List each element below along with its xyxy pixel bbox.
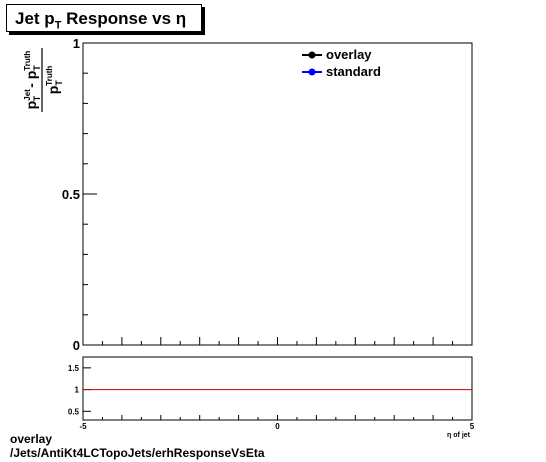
ylabel-den-sub: T	[54, 80, 64, 86]
footer-line-1: overlay	[10, 432, 53, 446]
legend-entry-overlay: overlay	[302, 47, 372, 62]
title-subscript: T	[54, 19, 62, 32]
svg-text:pJetT - pTruthT: pJetT - pTruthT	[23, 51, 42, 110]
footer-line-2: /Jets/AntiKt4LCTopoJets/erhResponseVsEta	[10, 446, 265, 460]
title-prefix: Jet p	[15, 9, 55, 28]
ylabel-p2-sup: Truth	[23, 51, 32, 71]
legend-label-overlay: overlay	[326, 47, 372, 62]
ylabel-p2-sub: T	[32, 65, 42, 71]
ratio-y-tick-label: 0.5	[68, 407, 80, 416]
legend-entry-standard: standard	[302, 64, 381, 79]
ylabel-p1-sup: Jet	[23, 89, 32, 101]
main-y-tick-label: 1	[73, 36, 80, 51]
main-y-tick-label: 0	[73, 338, 80, 353]
ylabel-minus: - p	[23, 71, 39, 92]
ratio-x-axis-label: η of jet	[447, 432, 471, 439]
main-y-ticks: 00.51	[62, 36, 97, 353]
ratio-y-tick-label: 1.5	[68, 364, 80, 373]
legend: overlay standard	[302, 47, 381, 79]
ylabel-p1-sub: T	[32, 95, 42, 101]
title-suffix: Response vs η	[61, 9, 187, 28]
y-axis-label: pJetT - pTruthT pTruthT	[23, 48, 64, 112]
ratio-y-tick-label: 1	[75, 386, 80, 395]
ylabel-den: p	[45, 86, 61, 95]
ylabel-den-sup: Truth	[45, 66, 54, 86]
main-plot-frame	[82, 42, 473, 346]
legend-label-standard: standard	[326, 64, 381, 79]
ratio-x-tick-label: -5	[79, 422, 87, 431]
ratio-ticks: 0.5 1 1.5 -5 0 5	[68, 364, 475, 431]
svg-text:pTruthT: pTruthT	[45, 66, 64, 95]
main-x-ticks	[82, 337, 473, 345]
main-y-tick-label: 0.5	[62, 187, 80, 202]
ylabel-p1: p	[23, 101, 39, 110]
ratio-x-tick-label: 0	[275, 422, 280, 431]
chart-title: Jet pT Response vs η	[6, 4, 202, 32]
ratio-plot-frame	[82, 356, 473, 421]
ratio-x-tick-label: 5	[470, 422, 475, 431]
